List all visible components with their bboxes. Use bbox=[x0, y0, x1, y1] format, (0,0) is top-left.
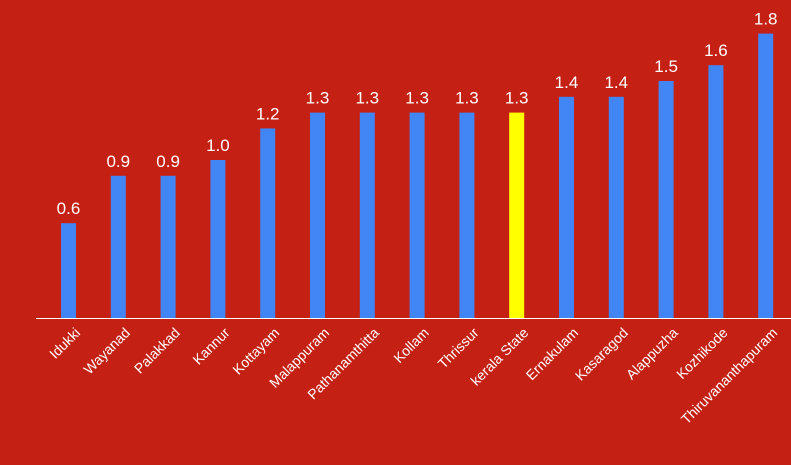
x-tick-label: Palakkad bbox=[131, 324, 183, 376]
data-label: 1.5 bbox=[654, 57, 678, 76]
bar-alappuzha bbox=[658, 81, 674, 318]
data-label: 1.3 bbox=[355, 89, 379, 108]
x-tick-label: Kannur bbox=[189, 324, 232, 367]
bar-kozhikode bbox=[708, 65, 724, 318]
data-label: 1.8 bbox=[754, 10, 778, 29]
data-label: 0.9 bbox=[106, 152, 130, 171]
bar-kerala-state bbox=[509, 112, 525, 318]
bar-thiruvananthapuram bbox=[758, 33, 774, 318]
bar-kottayam bbox=[260, 128, 276, 318]
bar-kollam bbox=[409, 112, 425, 318]
data-label: 1.2 bbox=[256, 104, 280, 123]
x-tick-label: Thiruvananthapuram bbox=[678, 324, 781, 427]
data-label: 1.0 bbox=[206, 136, 230, 155]
bar-pathanamthitta bbox=[359, 112, 375, 318]
x-tick-label: Kollam bbox=[390, 324, 432, 366]
data-label: 1.3 bbox=[455, 89, 479, 108]
x-tick-label: Wayanad bbox=[80, 324, 133, 377]
bar-palakkad bbox=[160, 175, 176, 318]
bar-thrissur bbox=[459, 112, 475, 318]
data-label: 0.6 bbox=[57, 199, 81, 218]
bar-kasaragod bbox=[608, 96, 624, 318]
data-label: 1.6 bbox=[704, 41, 728, 60]
bar-idukki bbox=[61, 223, 76, 318]
x-tick-label: Kasaragod bbox=[572, 324, 631, 383]
data-label: 1.3 bbox=[505, 89, 529, 108]
bar-ernakulam bbox=[559, 96, 574, 318]
data-label: 1.4 bbox=[604, 73, 628, 92]
data-label: 1.3 bbox=[405, 89, 429, 108]
data-label: 1.4 bbox=[555, 73, 579, 92]
x-tick-label: Idukki bbox=[46, 324, 83, 361]
bar-wayanad bbox=[110, 175, 126, 318]
bar-kannur bbox=[210, 160, 226, 318]
x-tick-label: Thrissur bbox=[435, 324, 482, 371]
bar-malappuram bbox=[310, 112, 325, 318]
data-label: 1.3 bbox=[306, 89, 330, 108]
data-label: 0.9 bbox=[156, 152, 180, 171]
x-tick-label: Alappuzha bbox=[623, 324, 681, 382]
